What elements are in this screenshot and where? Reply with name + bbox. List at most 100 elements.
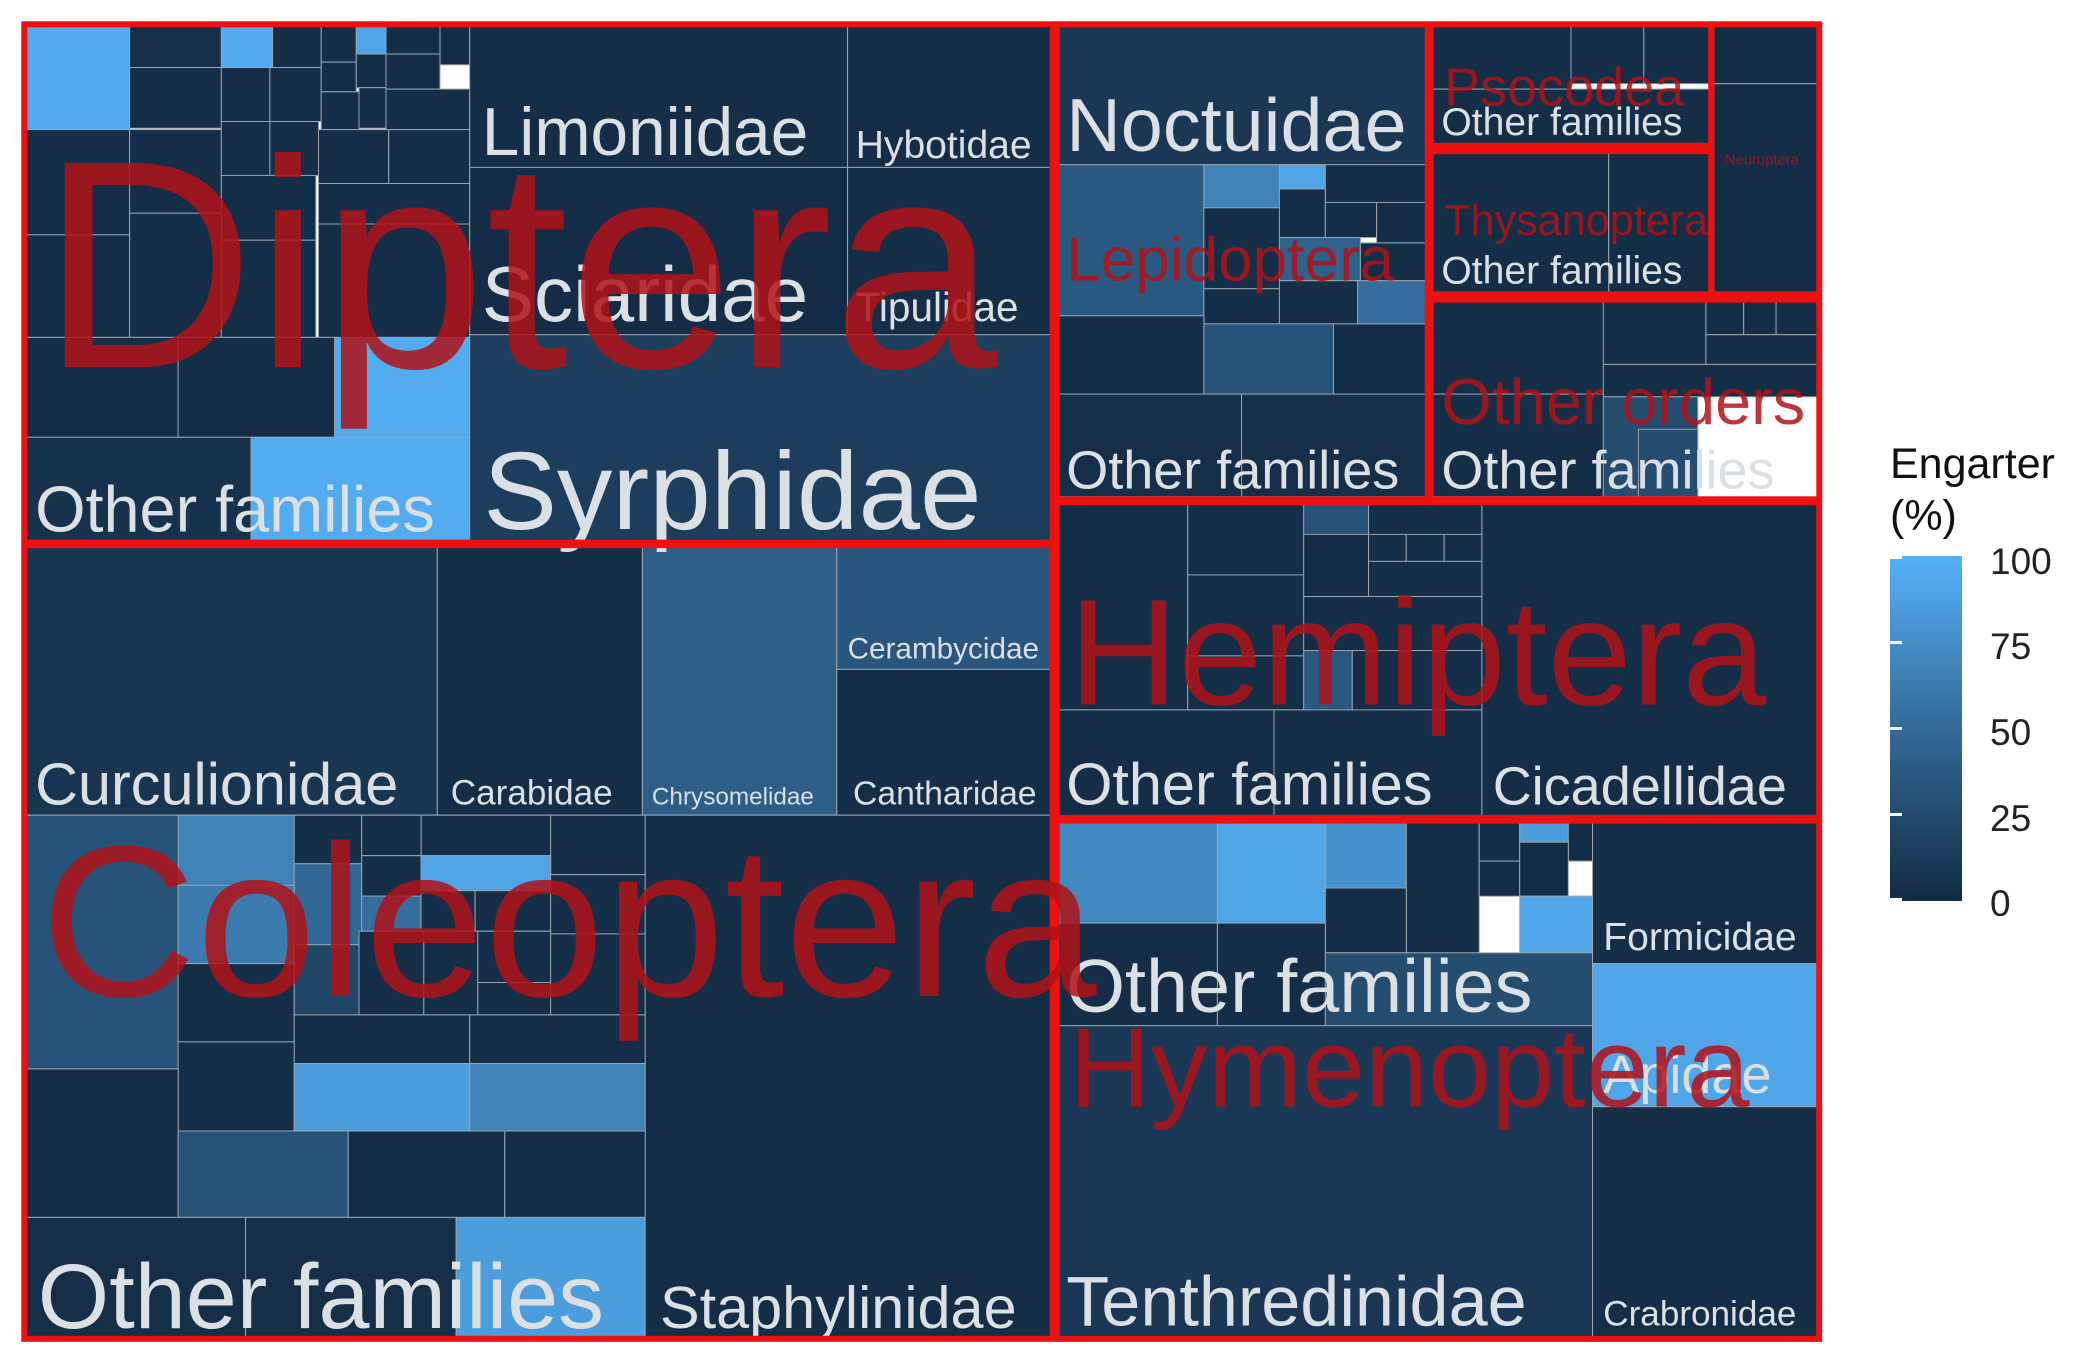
coleoptera-small-family-cell	[23, 1068, 179, 1218]
curculionidae-label: Curculionidae	[35, 750, 398, 817]
cerambycidae-cell	[836, 544, 1054, 670]
coleoptera-other-families-label: Other families	[38, 1246, 604, 1348]
coleoptera-order-label: Coleoptera	[41, 801, 1098, 1042]
lepidoptera-small-family-cell	[1203, 207, 1281, 290]
other-orders-small-family-cell	[1743, 299, 1777, 336]
coleoptera-small-family-cell	[361, 855, 422, 897]
coleoptera-other-families-cell	[23, 1216, 247, 1340]
coleoptera-small-family-cell	[177, 814, 295, 886]
lepidoptera-other-families-cell	[1241, 393, 1429, 498]
hymenoptera-small-family-cell	[1216, 922, 1326, 1027]
coleoptera-small-family-cell	[177, 1041, 295, 1132]
coleoptera-small-family-cell	[293, 944, 360, 1016]
legend-label-75: 75	[1990, 626, 2032, 667]
diptera-small-family-cell	[385, 53, 441, 90]
treemap-cells	[23, 23, 1820, 1340]
legend-tick-25	[1890, 813, 1902, 816]
apidae-label: Apidae	[1603, 1045, 1771, 1105]
hemiptera-small-family-cell	[1368, 533, 1407, 562]
psocodea-small-family-cell	[1430, 23, 1572, 90]
tipulidae-label: Tipulidae	[856, 284, 1019, 330]
order-labels: Diptera Coleoptera Lepidoptera Psocodea Thys…	[41, 57, 1806, 1131]
diptera-small-family-cell	[129, 212, 222, 338]
lepidoptera-small-family-cell	[1332, 323, 1429, 395]
sciaridae-cell	[469, 166, 849, 336]
syrphidae-cell	[469, 334, 1054, 544]
diptera-small-family-cell	[220, 121, 271, 176]
other-orders-highlight-cell	[1637, 428, 1699, 498]
coleoptera-small-family-cell	[420, 814, 552, 857]
diptera-order-label: Diptera	[41, 98, 1000, 432]
lepidoptera-small-family-cell	[1324, 164, 1429, 203]
hemiptera-small-family-cell	[1187, 655, 1305, 711]
lepidoptera-small-family-cell	[1278, 188, 1326, 238]
carabidae-label: Carabidae	[451, 773, 613, 812]
hemiptera-small-family-cell	[1303, 501, 1369, 536]
cerambycidae-label: Cerambycidae	[848, 633, 1039, 666]
noctuidae-cell	[1057, 23, 1429, 166]
lepidoptera-other-families-cell	[1057, 393, 1243, 498]
diptera-small-family-cell	[220, 239, 317, 338]
hymenoptera-small-family-cell	[1405, 820, 1480, 954]
diptera-other-families-highlight-cell	[250, 436, 471, 544]
other-orders-small-family-cell	[1705, 334, 1820, 365]
hymenoptera-small-family-cell	[1324, 887, 1407, 954]
crabronidae-cell	[1592, 1106, 1820, 1340]
cantharidae-cell	[836, 668, 1054, 816]
diptera-small-family-cell	[129, 23, 222, 68]
legend-label-50: 50	[1990, 712, 2032, 753]
hemiptera-small-family-cell	[1187, 574, 1305, 657]
hymenoptera-small-family-cell	[1519, 820, 1569, 843]
hemiptera-small-family-cell	[1303, 650, 1353, 714]
family-labels: Limoniidae Hybotidae Sciaridae Tipulidae Syr…	[35, 84, 1796, 1348]
cantharidae-label: Cantharidae	[853, 774, 1037, 812]
diptera-small-family-cell	[269, 121, 319, 176]
coleoptera-small-family-cell	[550, 874, 646, 935]
coleoptera-small-family-cell	[420, 855, 552, 892]
lepidoptera-small-family-cell	[1278, 280, 1359, 325]
cicadellidae-cell	[1481, 501, 1820, 819]
noctuidae-label: Noctuidae	[1066, 84, 1406, 168]
coleoptera-other-families-cell	[245, 1216, 457, 1340]
coleoptera-small-family-cell	[477, 930, 552, 984]
coleoptera-small-family-cell	[177, 1130, 349, 1218]
lepidoptera-small-family-cell	[1203, 164, 1281, 209]
legend-colorbar	[1890, 556, 1962, 901]
hymenoptera-small-family-cell	[1519, 841, 1569, 897]
psocodea-order-label: Psocodea	[1444, 57, 1685, 117]
diptera-small-family-cell	[385, 23, 441, 55]
lepidoptera-small-family-cell	[1278, 164, 1326, 190]
cicadellidae-label: Cicadellidae	[1493, 756, 1787, 816]
hemiptera-small-family-cell	[1368, 501, 1483, 536]
lepidoptera-small-family-cell	[1278, 237, 1361, 282]
diptera-small-family-cell	[129, 129, 222, 214]
formicidae-cell	[1592, 820, 1820, 965]
staphylinidae-label: Staphylinidae	[660, 1274, 1017, 1341]
diptera-small-family-cell	[355, 23, 387, 55]
diptera-small-family-cell	[318, 183, 471, 225]
other-orders-small-family-cell	[1602, 299, 1707, 365]
sciaridae-label: Sciaridae	[482, 250, 808, 338]
lepidoptera-small-family-cell	[1203, 323, 1335, 395]
hemiptera-small-family-cell	[1303, 533, 1369, 598]
diptera-small-family-cell	[272, 23, 322, 68]
coleoptera-small-family-cell	[504, 1130, 646, 1218]
thysanoptera-other-families-label: Other families	[1441, 249, 1682, 292]
legend-tick-75	[1890, 641, 1902, 644]
coleoptera-other-families-highlight-cell	[455, 1216, 646, 1340]
tenthredinidae-label: Tenthredinidae	[1066, 1261, 1526, 1340]
hymenoptera-small-family-cell	[1478, 820, 1521, 862]
hemiptera-small-family-cell	[1187, 501, 1305, 576]
hymenoptera-border	[1053, 817, 1823, 1342]
diptera-other-families-label: Other families	[35, 473, 435, 546]
lepidoptera-small-family-cell	[1057, 315, 1205, 395]
diptera-small-family-cell	[220, 67, 271, 122]
diptera-small-family-cell	[129, 67, 222, 129]
coleoptera-small-family-cell	[469, 1014, 646, 1065]
diptera-small-family-cell	[388, 129, 471, 185]
coleoptera-small-family-cell	[23, 814, 179, 1070]
diptera-small-family-cell	[320, 61, 357, 93]
coleoptera-small-family-cell	[550, 933, 646, 1016]
other-orders-small-family-cell	[1430, 299, 1604, 395]
other-orders-small-family-cell	[1775, 299, 1820, 336]
